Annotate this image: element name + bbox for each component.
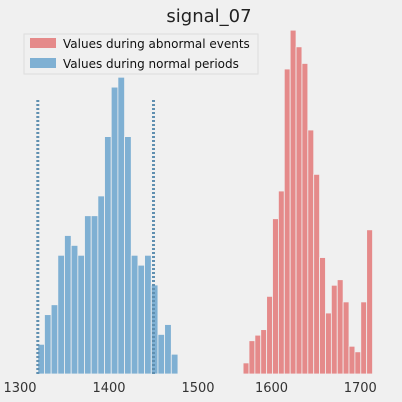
hist-bar-normal [137, 264, 146, 375]
hist-bar-normal [77, 254, 85, 375]
x-tick-label: 1400 [92, 381, 125, 396]
hist-bar-abnormal [254, 334, 262, 375]
legend: Values during abnormal events Values dur… [23, 33, 259, 75]
hist-bar-abnormal [260, 329, 268, 375]
hist-bar-abnormal [354, 351, 362, 375]
hist-bar-normal [97, 195, 105, 375]
hist-bar-abnormal [295, 46, 303, 375]
hist-bar-abnormal [272, 218, 279, 375]
hist-bar-normal [84, 215, 92, 375]
hist-bar-normal [64, 235, 72, 375]
legend-swatch-normal [30, 58, 56, 68]
hist-bar-abnormal [307, 129, 315, 375]
hist-bar-abnormal [242, 362, 250, 375]
hist-bar-normal [90, 215, 99, 375]
hist-bar-abnormal [266, 295, 273, 375]
hist-bar-normal [157, 334, 166, 375]
chart-title: signal_07 [166, 6, 251, 27]
hist-bar-abnormal [336, 279, 344, 375]
hist-bar-normal [110, 86, 119, 375]
hist-bar-normal [130, 254, 139, 375]
hist-bar-abnormal [248, 340, 256, 375]
hist-bar-normal [70, 245, 79, 375]
x-tick-label: 1500 [181, 381, 214, 396]
hist-bar-abnormal [360, 301, 368, 375]
hist-bar-abnormal [325, 312, 332, 375]
hist-bar-abnormal [283, 68, 291, 375]
x-tick-labels: 1300 1400 1500 1600 1700 [3, 381, 376, 396]
legend-box [23, 33, 259, 75]
hist-bar-abnormal [278, 190, 285, 375]
hist-bar-normal [104, 136, 112, 375]
hist-bar-abnormal [313, 173, 320, 375]
hist-bar-abnormal [330, 284, 338, 375]
hist-bar-normal [44, 314, 52, 375]
x-tick-label: 1600 [255, 381, 288, 396]
hist-bar-abnormal [342, 301, 350, 375]
hist-bar-normal [144, 254, 152, 375]
bars-layer [37, 29, 373, 375]
hist-bar-normal [170, 353, 179, 375]
legend-label-normal: Values during normal periods [63, 57, 239, 71]
threshold-lines-layer [36, 100, 155, 374]
hist-bar-normal [124, 136, 132, 375]
legend-label-abnormal: Values during abnormal events [63, 37, 250, 51]
hist-bar-abnormal [301, 63, 309, 375]
hist-bar-normal [164, 324, 172, 375]
x-tick-label: 1700 [344, 381, 377, 396]
hist-bar-normal [50, 304, 59, 375]
hist-bar-abnormal [289, 29, 297, 375]
hist-bar-abnormal [348, 345, 356, 375]
legend-swatch-abnormal [30, 38, 56, 48]
hist-bar-normal [57, 254, 65, 375]
hist-bar-normal [117, 76, 125, 375]
hist-bar-abnormal [366, 229, 373, 375]
hist-bar-abnormal [319, 257, 326, 375]
x-tick-label: 1300 [3, 381, 36, 396]
